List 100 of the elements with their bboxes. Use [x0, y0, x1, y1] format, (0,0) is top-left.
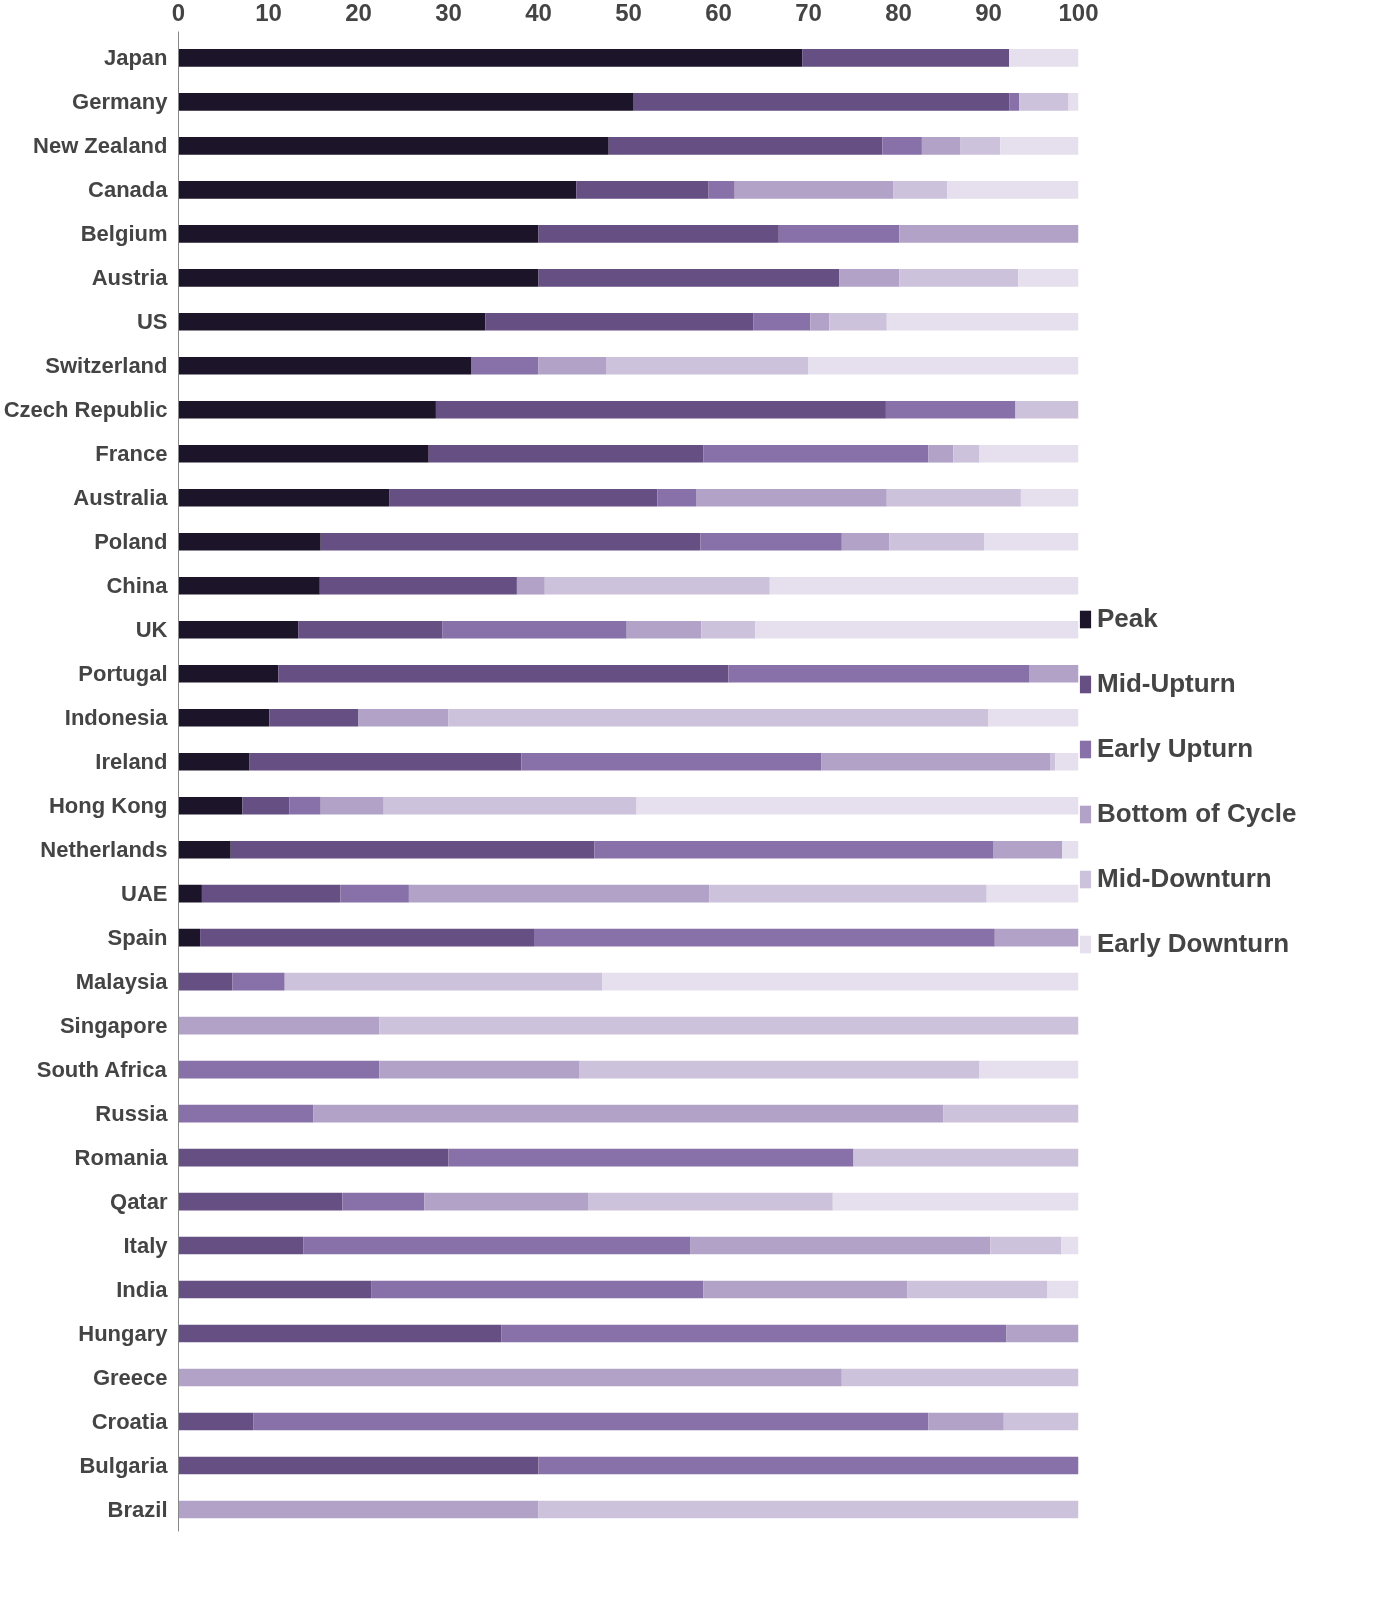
bar	[278, 664, 729, 683]
bar	[298, 620, 443, 639]
x-tick-label: 60	[705, 0, 732, 26]
bar	[178, 664, 279, 683]
bar	[200, 928, 534, 947]
bar	[178, 796, 243, 815]
bar	[928, 444, 954, 463]
y-tick-label: Hungary	[78, 1321, 169, 1347]
x-tick-label: 20	[345, 0, 372, 26]
bar	[230, 840, 595, 859]
bar	[690, 1236, 991, 1255]
legend-label: Bottom of Cycle	[1097, 798, 1297, 829]
bar	[853, 1148, 1079, 1167]
y-tick-label: China	[106, 573, 169, 599]
x-tick-label: 0	[171, 0, 186, 26]
bar	[1055, 752, 1079, 771]
bar	[178, 225, 539, 243]
y-tick-label: Austria	[91, 265, 169, 291]
y-tick-label: France	[95, 441, 168, 467]
y-tick-label: UK	[135, 617, 168, 643]
bar	[1029, 664, 1079, 683]
bar	[700, 532, 842, 551]
bar	[907, 1280, 1047, 1299]
bar	[516, 576, 545, 595]
bar	[1050, 752, 1056, 771]
bar	[178, 840, 231, 859]
y-tick-label: Switzerland	[45, 353, 168, 379]
bar	[979, 1060, 1079, 1079]
bar	[1003, 1412, 1079, 1431]
bar	[178, 532, 321, 551]
x-tick-label: 50	[615, 0, 642, 26]
bar	[657, 488, 696, 507]
bar	[303, 1236, 691, 1255]
bar	[178, 752, 250, 771]
bar	[178, 1016, 380, 1035]
bar	[178, 93, 633, 111]
bar	[232, 972, 285, 991]
bar	[994, 928, 1079, 947]
bar	[886, 313, 1079, 331]
bar	[636, 796, 1079, 815]
bar	[928, 1412, 1004, 1431]
bar	[485, 313, 754, 331]
bar	[178, 49, 803, 67]
y-tick-label: Croatia	[91, 1409, 169, 1435]
bar	[178, 1236, 304, 1255]
legend-label: Mid-Downturn	[1097, 863, 1272, 894]
bar	[841, 1368, 1079, 1387]
bar	[544, 576, 770, 595]
legend-label: Mid-Upturn	[1097, 668, 1236, 699]
bar	[379, 1016, 1079, 1035]
bar	[242, 796, 290, 815]
bar	[319, 576, 517, 595]
bar	[921, 137, 961, 155]
bar	[178, 269, 539, 287]
bar	[943, 1104, 1079, 1123]
y-tick-label: New Zealand	[33, 133, 168, 159]
bar	[178, 488, 390, 507]
bar	[201, 884, 341, 903]
bar	[633, 93, 1010, 111]
y-tick-label: Portugal	[78, 661, 168, 687]
bar	[178, 928, 201, 947]
bar	[839, 269, 900, 287]
y-tick-label: Malaysia	[75, 969, 169, 995]
legend-label: Early Upturn	[1097, 733, 1254, 764]
y-tick-label: Spain	[107, 925, 168, 951]
bar	[534, 928, 995, 947]
bar	[703, 1280, 908, 1299]
y-tick-label: India	[116, 1277, 169, 1303]
bar	[576, 181, 709, 199]
bar	[284, 972, 603, 991]
bar	[313, 1104, 944, 1123]
y-tick-label: UAE	[121, 881, 168, 907]
bar	[178, 1456, 539, 1475]
bar	[988, 708, 1079, 727]
bar	[979, 444, 1079, 463]
bar	[178, 1148, 449, 1167]
bar	[841, 532, 890, 551]
y-tick-label: Canada	[88, 177, 169, 203]
x-tick-label: 70	[795, 0, 822, 26]
bar	[703, 444, 929, 463]
bar	[993, 840, 1063, 859]
bar	[178, 1280, 372, 1299]
bar	[899, 225, 1079, 243]
bar	[178, 313, 486, 331]
x-tick-label: 40	[525, 0, 552, 26]
y-tick-label: Greece	[92, 1365, 168, 1391]
x-tick-label: 90	[975, 0, 1002, 26]
bar	[178, 1104, 314, 1123]
bar	[606, 357, 809, 375]
bar	[178, 1060, 380, 1079]
bar	[1000, 137, 1079, 155]
bar	[408, 884, 710, 903]
y-tick-label: Hong Kong	[48, 793, 168, 819]
bar	[696, 488, 887, 507]
y-tick-label: Brazil	[107, 1497, 168, 1523]
bar	[471, 357, 539, 375]
x-tick-label: 10	[255, 0, 282, 26]
bar	[1068, 93, 1079, 111]
bar	[178, 444, 429, 463]
y-tick-label: Poland	[94, 529, 168, 555]
